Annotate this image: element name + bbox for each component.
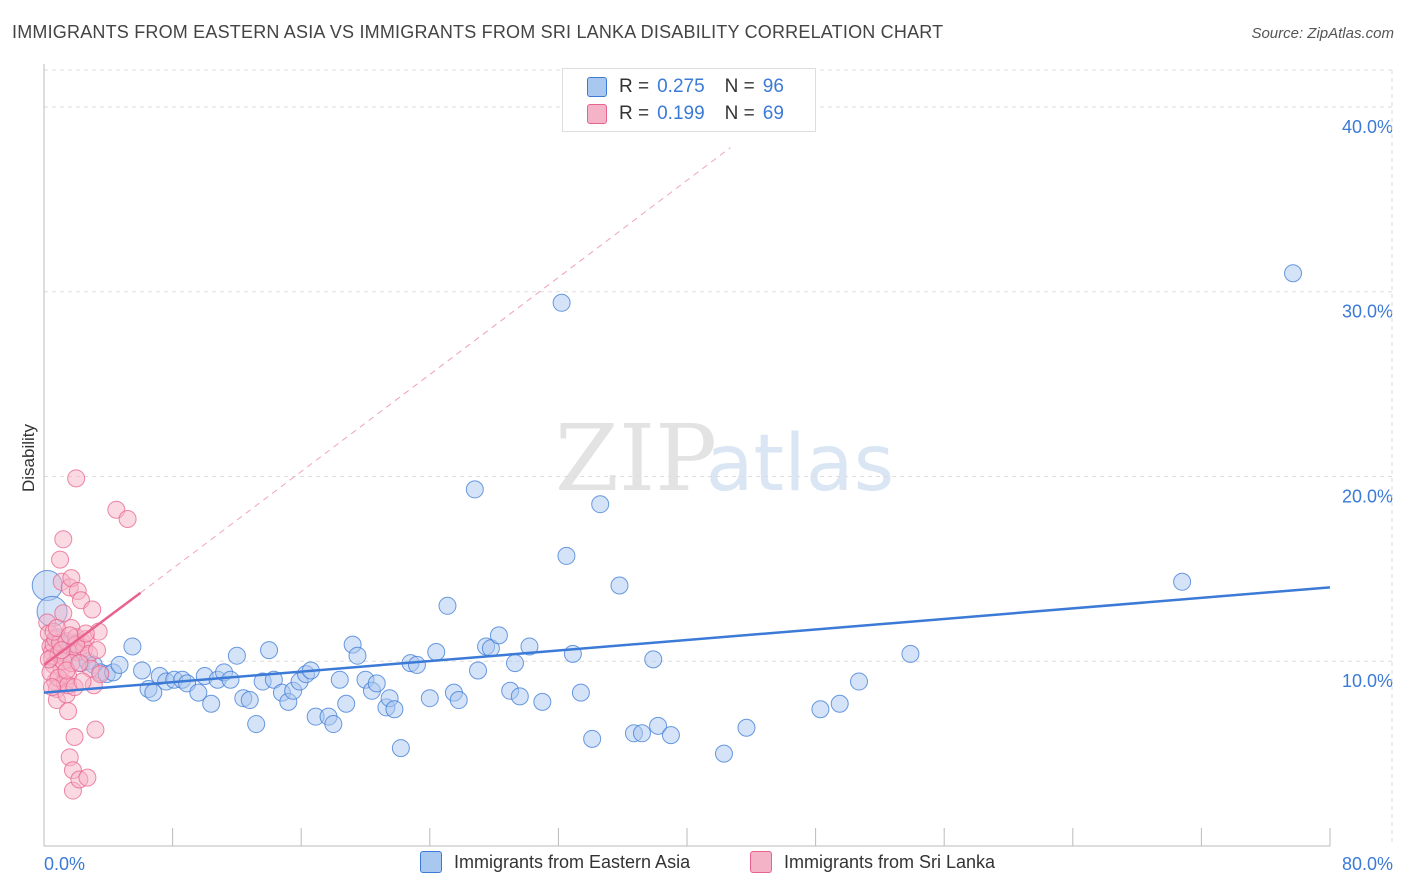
sri-lanka-point	[73, 672, 92, 691]
sri-lanka-point	[83, 600, 102, 619]
eastern-asia-point	[520, 637, 539, 656]
legend-item-eastern-asia: Immigrants from Eastern Asia	[420, 851, 690, 873]
eastern-asia-point	[489, 626, 508, 645]
eastern-asia-point	[644, 650, 663, 669]
eastern-asia-point	[367, 674, 386, 693]
eastern-asia-point	[202, 694, 221, 713]
eastern-asia-point	[591, 495, 610, 514]
series-sri-lanka	[38, 469, 137, 800]
eastern-asia-point	[1173, 572, 1192, 591]
n-value: 69	[762, 103, 784, 124]
y-axis-label: Disability	[19, 423, 38, 492]
eastern-asia-point	[221, 670, 240, 689]
eastern-asia-point	[348, 646, 367, 665]
eastern-asia-point	[337, 694, 356, 713]
eastern-asia-point	[133, 661, 152, 680]
eastern-asia-point	[510, 687, 529, 706]
eastern-asia-point	[260, 641, 279, 660]
sri-lanka-point	[88, 641, 107, 660]
n-label: N =	[724, 103, 755, 124]
eastern-asia-point	[427, 643, 446, 661]
eastern-asia-point	[1284, 264, 1303, 283]
eastern-asia-point	[505, 654, 524, 673]
watermark-zip: ZIP	[555, 405, 717, 512]
stats-legend-row-eastern-asia: R = 0.275 N = 96	[587, 75, 784, 99]
r-label: R =	[619, 76, 650, 97]
chart-title: IMMIGRANTS FROM EASTERN ASIA VS IMMIGRAN…	[12, 22, 944, 42]
eastern-asia-point	[901, 644, 920, 663]
series-eastern-asia	[31, 264, 1303, 763]
sri-lanka-point	[59, 702, 78, 721]
sri-lanka-point	[91, 665, 110, 684]
eastern-asia-point	[571, 683, 590, 702]
x-tick-label-min: 0.0%	[44, 854, 85, 874]
eastern-asia-point	[449, 691, 468, 710]
legend-label: Immigrants from Eastern Asia	[454, 851, 691, 872]
y-tick-label: 30.0%	[1342, 302, 1393, 322]
eastern-asia-point	[850, 672, 869, 691]
eastern-asia-point	[123, 637, 142, 656]
eastern-asia-point	[610, 576, 629, 595]
sri-lanka-point	[51, 550, 70, 569]
n-label: N =	[724, 76, 755, 97]
eastern-asia-point	[438, 596, 457, 615]
eastern-asia-point	[830, 694, 849, 713]
sri-lanka-point	[86, 720, 105, 739]
y-tick-label: 20.0%	[1342, 486, 1393, 506]
eastern-asia-point	[632, 724, 651, 743]
sri-lanka-point	[118, 509, 137, 528]
eastern-asia-point	[714, 744, 733, 763]
eastern-asia-point	[811, 700, 830, 719]
eastern-asia-point	[330, 670, 349, 689]
eastern-asia-point	[465, 480, 484, 499]
eastern-asia-point	[227, 646, 246, 665]
eastern-asia-point	[557, 546, 576, 565]
sri-lanka-point	[70, 654, 89, 673]
y-tick-label: 10.0%	[1342, 671, 1393, 691]
eastern-asia-point	[533, 692, 552, 711]
eastern-asia-point	[391, 739, 410, 758]
eastern-asia-point	[469, 661, 488, 680]
series-legend: Immigrants from Eastern Asia Immigrants …	[0, 851, 1406, 877]
eastern-asia-point	[110, 655, 129, 674]
sri-lanka-trendline	[43, 591, 142, 666]
n-value: 96	[762, 76, 784, 97]
eastern-asia-point	[189, 683, 208, 702]
eastern-asia-point	[420, 689, 439, 708]
pink-swatch	[587, 104, 607, 124]
eastern-asia-point	[649, 716, 668, 735]
eastern-asia-point	[583, 729, 602, 748]
blue-swatch	[420, 851, 442, 873]
pink-swatch	[750, 851, 772, 873]
eastern-asia-trendline	[43, 586, 1331, 694]
watermark-atlas: atlas	[706, 419, 895, 509]
y-tick-label: 40.0%	[1342, 117, 1393, 137]
eastern-asia-point	[240, 691, 259, 710]
stats-legend-row-sri-lanka: R = 0.199 N = 69	[587, 102, 784, 126]
sri-lanka-point	[78, 768, 97, 787]
r-value: 0.199	[657, 103, 705, 124]
r-value: 0.275	[657, 76, 705, 97]
stats-legend: R = 0.275 N = 96 R = 0.199 N = 69	[562, 68, 816, 132]
legend-label: Immigrants from Sri Lanka	[784, 851, 996, 872]
eastern-asia-point	[324, 715, 343, 734]
source-credit: Source: ZipAtlas.com	[1251, 25, 1394, 42]
eastern-asia-point	[385, 700, 404, 719]
eastern-asia-point	[661, 726, 680, 745]
x-tick-label-max: 80.0%	[1342, 854, 1393, 874]
eastern-asia-point	[407, 655, 426, 674]
eastern-asia-point	[552, 293, 571, 312]
sri-lanka-point	[54, 530, 73, 549]
sri-lanka-point	[65, 727, 84, 746]
eastern-asia-point	[247, 715, 266, 734]
eastern-asia-point	[264, 670, 283, 689]
eastern-asia-point	[737, 718, 756, 737]
sri-lanka-trendline-extension	[140, 147, 731, 594]
legend-item-sri-lanka: Immigrants from Sri Lanka	[750, 851, 995, 873]
blue-swatch	[587, 77, 607, 97]
sri-lanka-point	[67, 469, 86, 488]
r-label: R =	[619, 103, 650, 124]
